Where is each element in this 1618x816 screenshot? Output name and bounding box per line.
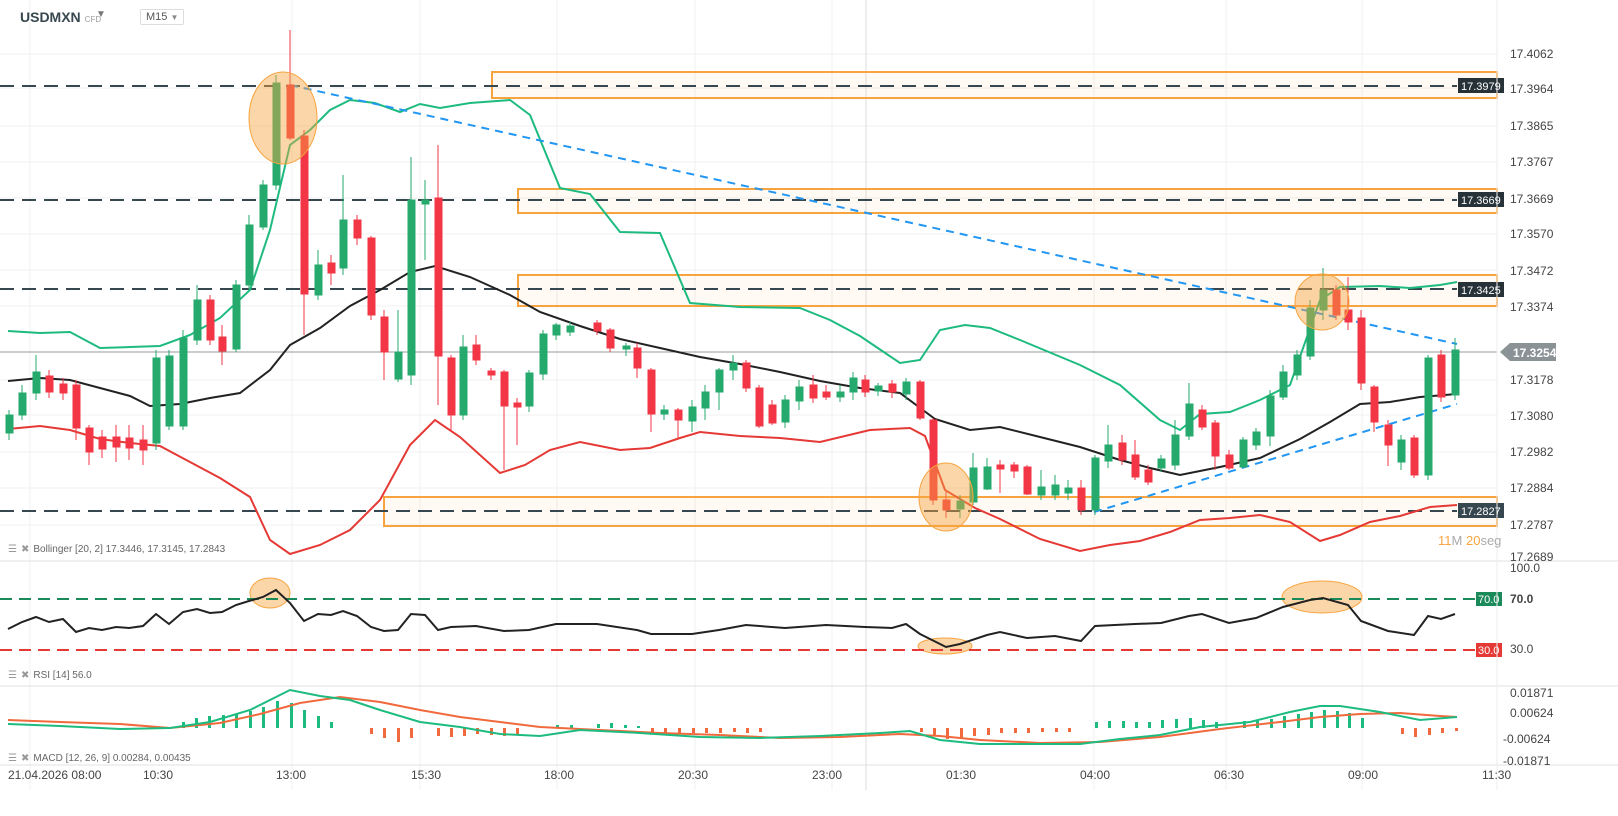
settings-icon[interactable]: ☰ [8,544,17,555]
time-label: 09:00 [1348,768,1379,782]
chevron-down-icon: ▼ [170,13,179,22]
time-label: 21.04.2026 08:00 [8,768,102,782]
svg-text:-0.01871: -0.01871 [1503,754,1551,768]
rsi-line [7,588,1456,649]
time-label: 04:00 [1080,768,1111,782]
svg-text:70.0: 70.0 [1510,592,1534,606]
macd-legend[interactable]: ☰ ✖ MACD [12, 26, 9] 0.00284, 0.00435 [8,753,191,764]
rsi-70-tag [1476,592,1502,606]
svg-text:17.2787: 17.2787 [1510,518,1554,532]
level-tag-text: 17.3425 [1461,285,1501,297]
time-label: 23:00 [812,768,843,782]
svg-text:17.3964: 17.3964 [1510,82,1554,96]
level-tag-text: 17.3979 [1461,81,1501,93]
candlesticks [5,30,1460,518]
svg-text:100.0: 100.0 [1510,561,1540,575]
chevron-down-icon[interactable]: ▼ [96,9,106,20]
bollinger-legend[interactable]: ☰ ✖ Bollinger [20, 2] 17.3446, 17.3145, 17… [8,544,225,555]
time-label: 06:30 [1214,768,1245,782]
level-tag-text: 17.2827 [1461,506,1501,518]
svg-text:-0.00624: -0.00624 [1503,732,1551,746]
close-icon[interactable]: ✖ [20,544,30,555]
trendlines[interactable] [289,84,1458,513]
svg-text:17.4062: 17.4062 [1510,47,1554,61]
svg-text:17.3374: 17.3374 [1510,300,1554,314]
macd-axis[interactable]: 0.01871 0.00624 -0.00624 -0.01871 [1503,686,1554,768]
level-tag-text: 17.3669 [1461,195,1501,207]
macd-signal-line [7,695,1458,745]
bollinger-middle [7,264,1458,477]
svg-text:17.3178: 17.3178 [1510,373,1554,387]
level-price-tags [1458,78,1556,518]
bollinger-legend-text: Bollinger [20, 2] 17.3446, 17.3145, 17.2… [33,544,226,555]
highlight-markers[interactable] [248,71,1363,655]
svg-text:17.2884: 17.2884 [1510,481,1554,495]
rsi-axis[interactable]: 100.0 70.0 30.0 [1510,561,1540,656]
svg-text:17.3080: 17.3080 [1510,409,1554,423]
svg-text:0.01871: 0.01871 [1510,686,1554,700]
time-label: 01:30 [946,768,977,782]
settings-icon[interactable]: ☰ [8,670,17,681]
macd-legend-text: MACD [12, 26, 9] 0.00284, 0.00435 [33,753,191,764]
macd-line [7,688,1458,745]
candle-countdown: 11M 20seg [1438,533,1502,548]
rsi-30-tag [1476,643,1502,657]
rsi-30-tag-text: 30.0 [1478,645,1499,657]
current-price-text: 17.3254 [1513,346,1557,360]
symbol-selector[interactable]: USDMXN CFD [20,9,101,25]
current-price-tag [1500,343,1556,361]
bollinger-lower [7,418,1458,556]
svg-text:17.3865: 17.3865 [1510,119,1554,133]
chart-header: USDMXN CFD ▼ M15 ▼ [0,0,1618,30]
horizontal-levels[interactable] [0,85,1457,512]
svg-text:0.00624: 0.00624 [1510,706,1554,720]
svg-text:17.3767: 17.3767 [1510,155,1554,169]
svg-text:17.3570: 17.3570 [1510,227,1554,241]
svg-text:17.2689: 17.2689 [1510,550,1554,564]
rsi-legend-text: RSI [14] 56.0 [33,670,92,681]
macd-histogram [182,701,1458,742]
time-label: 13:00 [276,768,307,782]
price-axis[interactable]: 17.4062 17.3964 17.3865 17.3767 17.3669 … [1510,47,1554,564]
rsi-70-tag-text: 70.0 [1478,594,1499,606]
svg-text:17.3472: 17.3472 [1510,264,1554,278]
time-label: 11:30 [1482,768,1512,782]
rsi-legend[interactable]: ☰ ✖ RSI [14] 56.0 [8,670,92,681]
settings-icon[interactable]: ☰ [8,753,17,764]
svg-text:17.3669: 17.3669 [1510,192,1554,206]
timeframe-selector[interactable]: M15 ▼ [140,9,185,25]
close-icon[interactable]: ✖ [20,670,30,681]
timeframe-label: M15 [146,11,168,23]
symbol-name: USDMXN [20,9,81,25]
time-label: 18:00 [544,768,575,782]
time-label: 20:30 [678,768,709,782]
svg-text:30.0: 30.0 [1510,642,1534,656]
time-label: 10:30 [143,768,174,782]
time-label: 15:30 [411,768,442,782]
symbol-type: CFD [84,15,102,24]
svg-text:17.2982: 17.2982 [1510,445,1554,459]
close-icon[interactable]: ✖ [20,753,30,764]
